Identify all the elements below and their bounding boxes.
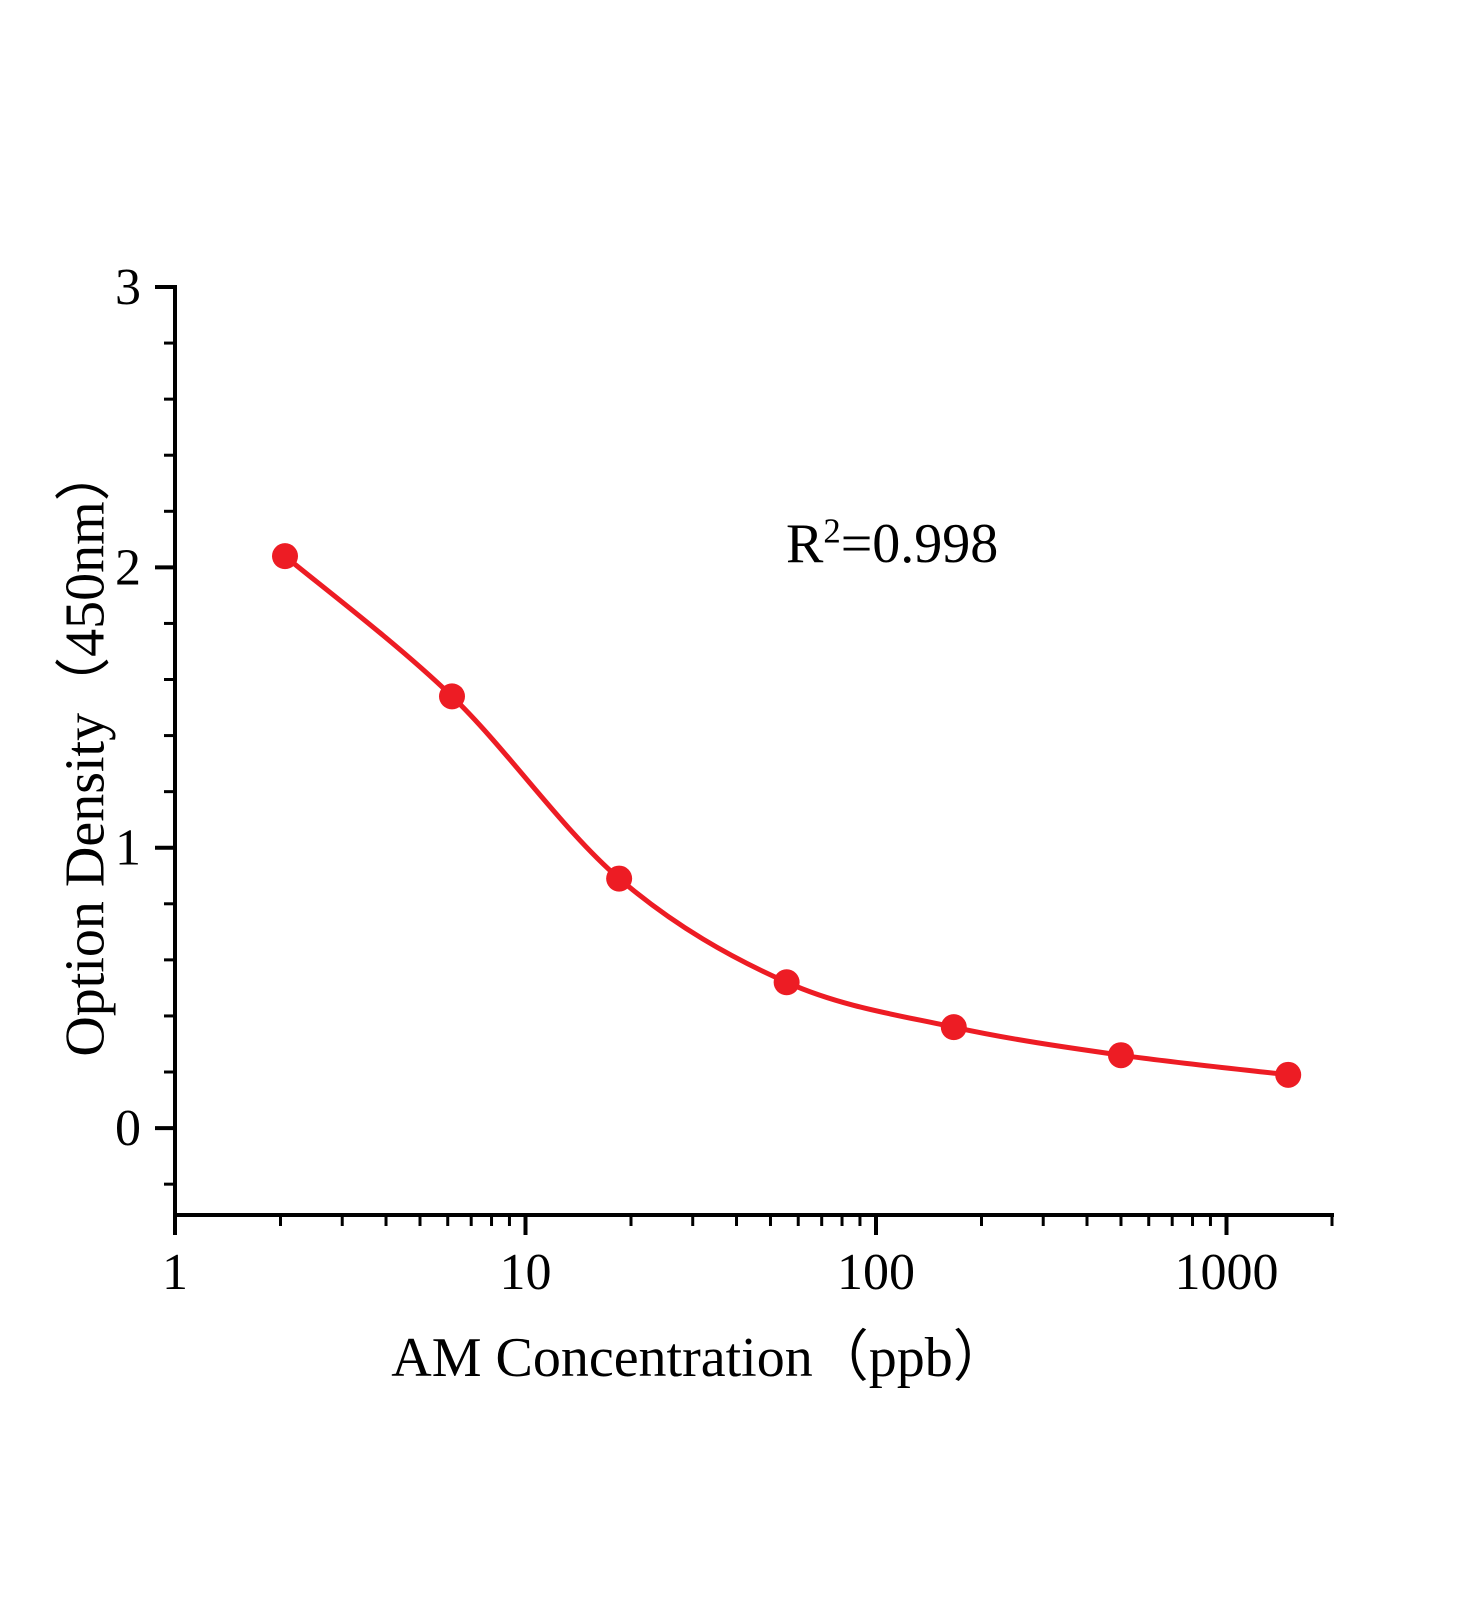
y-tick-label: 2 [115, 539, 141, 596]
fit-curve [282, 553, 1291, 1078]
x-tick-label: 10 [499, 1244, 551, 1301]
data-point [1275, 1061, 1302, 1088]
r-squared-annotation: R2=0.998 [786, 512, 998, 576]
r-squared-value: =0.998 [840, 513, 999, 575]
data-point [272, 543, 299, 570]
y-tick-label: 3 [115, 259, 141, 316]
data-point [438, 683, 465, 710]
x-tick-label: 100 [837, 1244, 915, 1301]
data-point [940, 1014, 967, 1041]
x-tick-label: 1000 [1174, 1244, 1278, 1301]
data-point [773, 969, 800, 996]
x-axis-title: AM Concentration（ppb） [391, 1327, 1009, 1389]
y-tick-label: 1 [115, 820, 141, 877]
data-point [1107, 1042, 1134, 1069]
y-axis-title: Option Density（450nm） [54, 445, 117, 1057]
x-tick-label: 1 [162, 1244, 188, 1301]
r-squared-exponent: 2 [823, 511, 841, 551]
y-tick-label: 0 [115, 1100, 141, 1157]
r-squared-base: R [786, 513, 824, 575]
data-point [606, 865, 633, 892]
